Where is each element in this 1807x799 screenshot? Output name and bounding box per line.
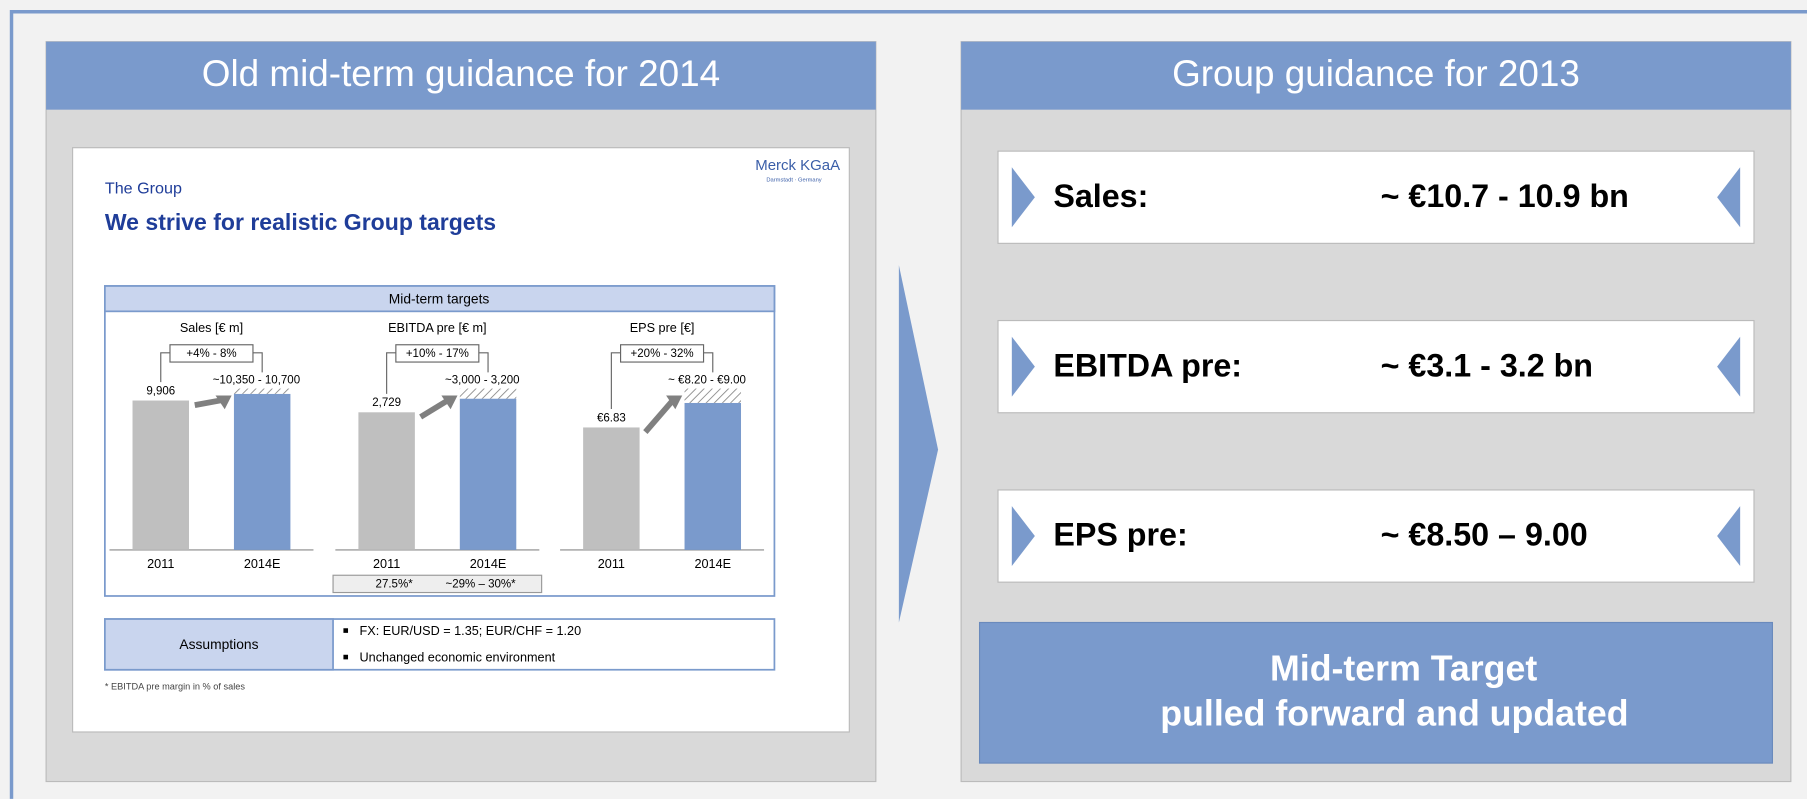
arrow-head bbox=[441, 395, 458, 410]
bar bbox=[459, 398, 517, 550]
bar bbox=[583, 427, 640, 550]
value-label: ~ €8.20 - €9.00 bbox=[668, 375, 746, 387]
margin-box bbox=[332, 574, 543, 594]
x-label: 2014E bbox=[470, 557, 507, 571]
guidance-box bbox=[997, 150, 1755, 244]
range bbox=[684, 388, 742, 403]
bullet bbox=[343, 654, 349, 660]
growth-box bbox=[620, 344, 705, 363]
range bbox=[459, 388, 517, 399]
growth: +20% - 32% bbox=[631, 348, 694, 360]
marker-right bbox=[1717, 336, 1741, 397]
assumption: FX: EUR/USD = 1.35; EUR/CHF = 1.20 bbox=[360, 624, 582, 638]
growth-box bbox=[169, 344, 254, 363]
x-label: 2011 bbox=[147, 557, 174, 571]
target-text: pulled forward and updated bbox=[1160, 693, 1628, 733]
target-box bbox=[978, 621, 1774, 764]
logo: Merck KGaA bbox=[755, 157, 840, 174]
assumptions-head bbox=[104, 618, 334, 671]
guidance-box bbox=[997, 489, 1755, 583]
guidance-label: EBITDA pre: bbox=[1053, 347, 1242, 383]
bar bbox=[684, 402, 742, 550]
value-label: 9,906 bbox=[146, 385, 175, 397]
guidance-value: ~ €8.50 – 9.00 bbox=[1381, 517, 1588, 553]
growth: +10% - 17% bbox=[406, 348, 469, 360]
value-label: €6.83 bbox=[597, 412, 626, 424]
arrow-line bbox=[194, 397, 223, 408]
target-text: Mid-term Target bbox=[1270, 648, 1537, 688]
value-label: 2,729 bbox=[372, 397, 401, 409]
x-label: 2014E bbox=[694, 557, 731, 571]
x-label: 2011 bbox=[373, 557, 400, 571]
section: The Group bbox=[105, 179, 182, 197]
chart-title: Sales [€ m] bbox=[180, 321, 243, 335]
guidance-label: EPS pre: bbox=[1053, 517, 1187, 553]
growth: +4% - 8% bbox=[186, 348, 236, 360]
marker-left bbox=[1011, 506, 1035, 567]
arrow-line bbox=[643, 398, 676, 434]
x-label: 2014E bbox=[244, 557, 281, 571]
targets-box bbox=[104, 285, 776, 597]
slide-title: We strive for realistic Group targets bbox=[105, 209, 496, 235]
x-label: 2011 bbox=[598, 557, 625, 571]
assumptions-label: Assumptions bbox=[179, 636, 258, 652]
marker-right bbox=[1717, 506, 1741, 567]
assumption: Unchanged economic environment bbox=[360, 651, 556, 665]
guidance-value: ~ €3.1 - 3.2 bn bbox=[1381, 347, 1593, 383]
arrow-line bbox=[419, 397, 450, 420]
frame bbox=[9, 9, 1807, 799]
targets-header-text: Mid-term targets bbox=[389, 290, 490, 306]
guidance-value: ~ €10.7 - 10.9 bn bbox=[1381, 178, 1629, 214]
arrow bbox=[898, 265, 939, 623]
marker-right bbox=[1717, 167, 1741, 228]
arrow-head bbox=[215, 395, 232, 410]
footnote: * EBITDA pre margin in % of sales bbox=[105, 681, 246, 691]
growth-box bbox=[395, 344, 480, 363]
margin-label: ~29% – 30%* bbox=[446, 579, 517, 591]
left-title: Old mid-term guidance for 2014 bbox=[202, 53, 720, 94]
bullet bbox=[343, 628, 349, 633]
margin-label: 27.5%* bbox=[376, 579, 414, 591]
guidance-box bbox=[997, 319, 1755, 414]
marker-left bbox=[1011, 336, 1035, 397]
right-header bbox=[961, 41, 1791, 110]
chart-title: EBITDA pre [€ m] bbox=[388, 321, 486, 335]
guidance-label: Sales: bbox=[1053, 178, 1148, 214]
logo-sub: Darmstadt · Germany bbox=[766, 177, 821, 183]
right-title: Group guidance for 2013 bbox=[1172, 53, 1580, 94]
marker-left bbox=[1011, 167, 1035, 228]
range bbox=[233, 388, 291, 394]
arrow-head bbox=[666, 395, 683, 410]
value-label: ~10,350 - 10,700 bbox=[213, 375, 300, 387]
chart-title: EPS pre [€] bbox=[630, 321, 695, 335]
bar bbox=[132, 400, 189, 550]
targets-header bbox=[104, 285, 776, 313]
value-label: ~3,000 - 3,200 bbox=[445, 375, 520, 387]
bar bbox=[358, 412, 415, 550]
bar bbox=[233, 393, 291, 550]
left-header bbox=[46, 41, 876, 110]
